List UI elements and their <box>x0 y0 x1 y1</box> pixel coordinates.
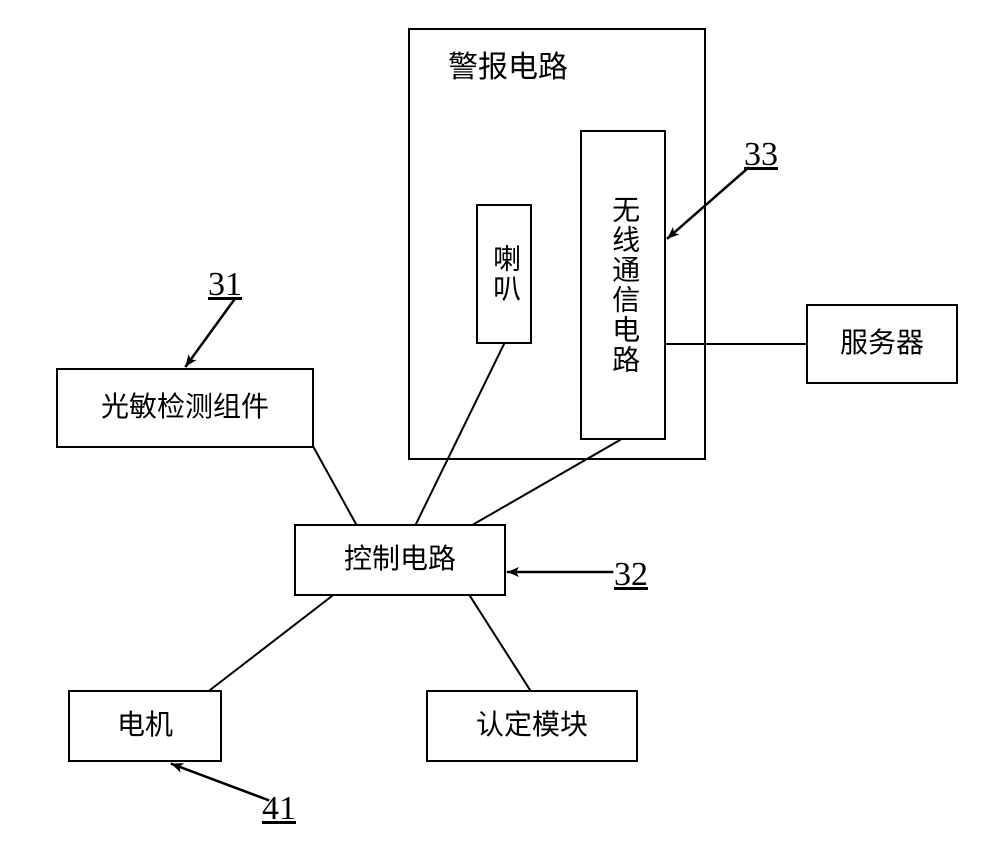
wireless-comm-label: 无线通信电路 <box>607 195 639 375</box>
ref-33: 33 <box>744 136 778 174</box>
diagram-stage: 警报电路 无线通信电路 喇叭 服务器 光敏检测组件 控制电路 电机 认定模块 3… <box>0 0 1000 850</box>
control-circuit-box: 控制电路 <box>294 524 506 596</box>
speaker-label: 喇叭 <box>488 244 520 304</box>
identify-module-label: 认定模块 <box>476 710 588 742</box>
server-label: 服务器 <box>840 328 924 360</box>
motor-label: 电机 <box>117 710 173 742</box>
ref-32: 32 <box>614 556 648 594</box>
ref-41: 41 <box>262 790 296 828</box>
control-circuit-label: 控制电路 <box>344 544 456 576</box>
motor-box: 电机 <box>68 690 222 762</box>
server-box: 服务器 <box>806 304 958 384</box>
wireless-comm-box: 无线通信电路 <box>580 130 666 440</box>
photosensitive-label: 光敏检测组件 <box>101 392 269 424</box>
photosensitive-box: 光敏检测组件 <box>56 368 314 448</box>
alarm-circuit-title: 警报电路 <box>448 42 568 86</box>
ref-31: 31 <box>208 266 242 304</box>
identify-module-box: 认定模块 <box>426 690 638 762</box>
speaker-box: 喇叭 <box>476 204 532 344</box>
